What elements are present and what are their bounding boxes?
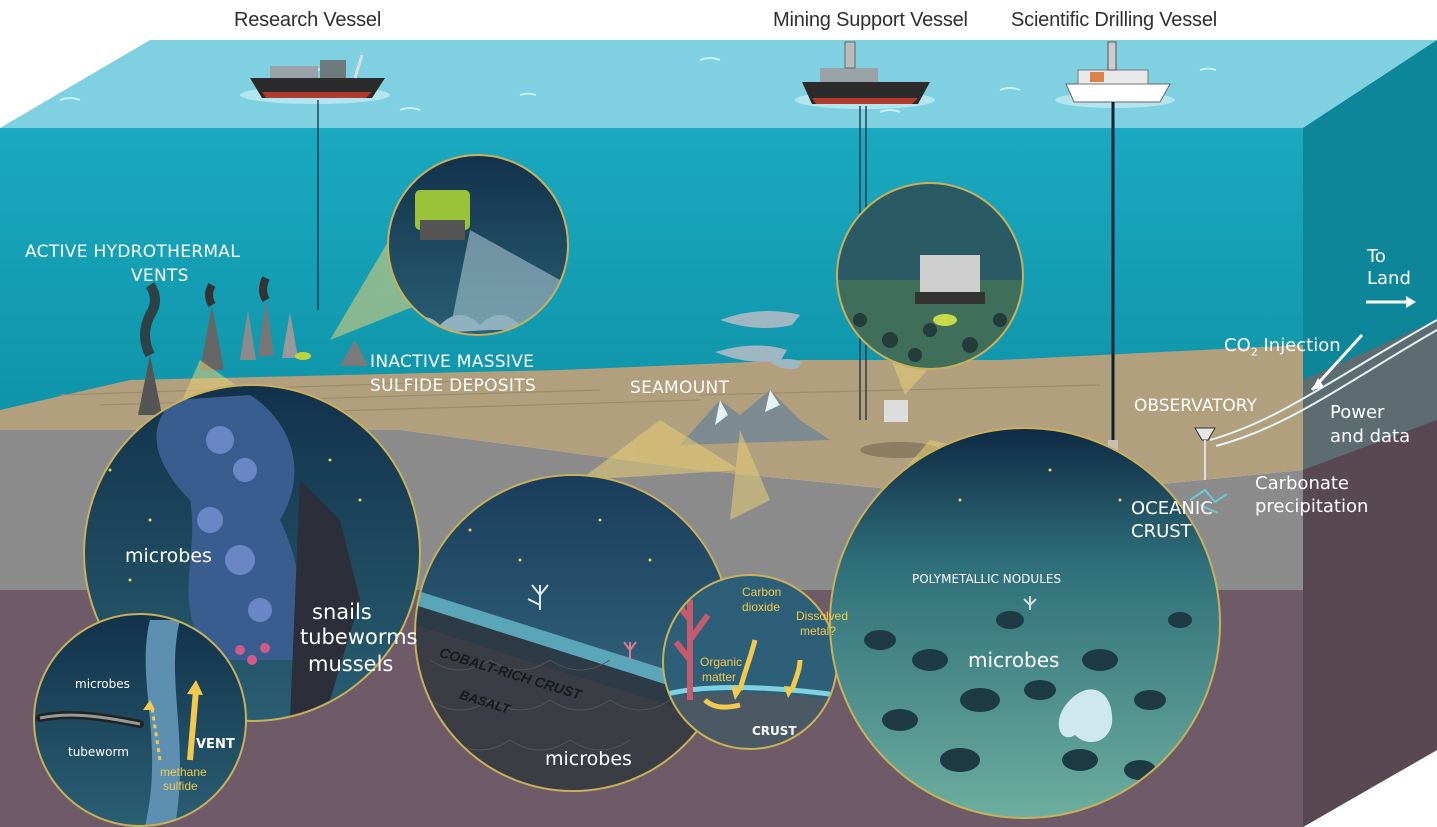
oceanic-crust-label-line2: CRUST — [1131, 521, 1192, 542]
cable-line — [1209, 319, 1437, 441]
sharks — [715, 311, 802, 370]
organic-matter-line2: matter — [702, 670, 737, 684]
co2-injection-label: CO2 Injection — [1224, 335, 1341, 359]
methane-label: methane — [160, 765, 207, 779]
oceanic-crust-label-line1: OCEANIC — [1131, 498, 1213, 519]
active-vents-label-line2: VENTS — [131, 266, 189, 286]
hydrothermal-vent-chimneys — [138, 276, 368, 415]
polymetallic-nodules-label: POLYMETALLIC NODULES — [912, 572, 1062, 586]
nodule-collector — [884, 400, 908, 422]
inactive-deposits-label-line2: SULFIDE DEPOSITS — [370, 376, 536, 396]
to-land-label-line2: Land — [1367, 268, 1411, 289]
observatory-label: OBSERVATORY — [1134, 396, 1257, 416]
carbonate-label-line2: precipitation — [1255, 496, 1369, 517]
active-vents-label-line1: ACTIVE HYDROTHERMAL — [25, 242, 241, 262]
dissolved-metal-line1: Dissolved — [796, 609, 849, 623]
vent-microbes-label: microbes — [125, 545, 212, 567]
dissolved-metal-line2: metal? — [800, 624, 837, 638]
co2-arrow — [1310, 333, 1364, 392]
seamount-microbes-label: microbes — [545, 748, 632, 770]
nodule-microbes-label: microbes — [968, 648, 1060, 672]
carbon-dioxide-line1: Carbon — [742, 585, 782, 599]
carbonate-label-line1: Carbonate — [1255, 473, 1350, 494]
small-vent-circle — [33, 613, 247, 827]
crust-inset-circle — [662, 574, 838, 750]
research-vessel-ship — [240, 54, 390, 310]
scientific-drilling-vessel-label: Scientific Drilling Vessel — [1011, 9, 1217, 31]
organic-matter-line1: Organic — [700, 655, 743, 669]
mining-support-vessel-label: Mining Support Vessel — [773, 9, 968, 31]
power-data-label-line1: Power — [1330, 402, 1385, 423]
mining-circle — [836, 182, 1024, 370]
research-vessel-label: Research Vessel — [234, 9, 382, 31]
seamount-peaks — [680, 390, 830, 445]
scientific-drilling-vessel-ship — [1055, 41, 1175, 440]
power-data-label-line2: and data — [1330, 426, 1411, 447]
seamount-label: SEAMOUNT — [630, 378, 730, 398]
vent-label: VENT — [196, 737, 235, 752]
mussels-label: mussels — [308, 652, 394, 676]
ocean-surface — [0, 40, 1437, 128]
polymetallic-nodule-circle — [829, 427, 1221, 819]
tubeworm-label: tubeworm — [68, 745, 129, 759]
inactive-deposits-label-line1: INACTIVE MASSIVE — [370, 352, 535, 372]
snails-label: snails — [312, 600, 372, 624]
seamount-crust-circle — [414, 474, 732, 792]
crust-inset-label: CRUST — [752, 724, 797, 738]
carbon-dioxide-line2: dioxide — [742, 600, 781, 614]
small-microbes-label: microbes — [75, 677, 130, 691]
rov-circle — [387, 154, 569, 336]
sulfide-label: sulfide — [163, 779, 198, 793]
carbonate-veins — [1189, 488, 1228, 514]
to-land-label-line1: To — [1367, 246, 1386, 267]
tubeworms-label: tubeworms — [300, 625, 418, 649]
observatory-device — [1194, 427, 1216, 441]
